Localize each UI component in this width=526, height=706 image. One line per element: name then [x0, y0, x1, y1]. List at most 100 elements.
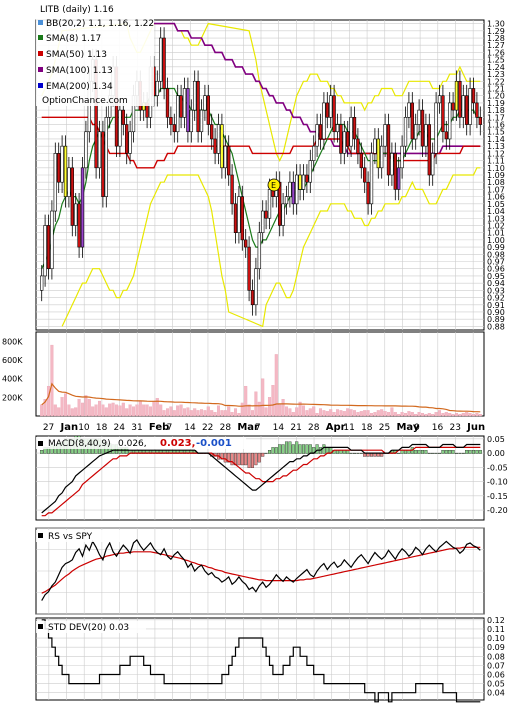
- volume-bar: [451, 413, 455, 417]
- volume-bar: [359, 411, 363, 417]
- y-tick-label: 1.12: [487, 149, 505, 158]
- volume-bar: [471, 413, 476, 417]
- volume-bar: [380, 409, 384, 417]
- volume-bar: [305, 410, 309, 417]
- candle: [400, 145, 404, 169]
- macd-histogram-bar: [298, 444, 302, 454]
- macd-swatch: [38, 441, 43, 446]
- volume-bar: [356, 412, 360, 417]
- volume-bar: [111, 402, 115, 417]
- volume-bar: [97, 400, 102, 417]
- volume-bar: [60, 397, 64, 417]
- macd-histogram-bar: [356, 452, 360, 454]
- watermark: OptionChance.com: [42, 96, 128, 106]
- macd-histogram-bar: [424, 450, 428, 454]
- x-tick-label: Jun: [466, 422, 485, 433]
- std-tick-label: 0.06: [487, 670, 505, 679]
- y-tick-label: 1.26: [487, 48, 505, 57]
- volume-bar: [162, 410, 166, 417]
- volume-bar: [176, 405, 180, 417]
- volume-bar: [284, 406, 289, 417]
- earnings-marker-icon: [267, 178, 281, 192]
- macd-histogram-bar: [441, 450, 445, 454]
- volume-bar: [465, 412, 469, 417]
- y-tick-label: 0.97: [487, 258, 505, 267]
- y-tick-label: 1.16: [487, 121, 505, 130]
- macd-histogram-bar: [431, 452, 435, 454]
- candle: [339, 124, 343, 154]
- std-label-box: [36, 621, 146, 633]
- y-tick-label: 1.25: [487, 56, 505, 65]
- volume-bar: [118, 405, 122, 417]
- candle: [186, 88, 190, 133]
- volume-bar: [444, 412, 448, 417]
- legend-ema200: EMA(200) 1.34: [46, 82, 113, 92]
- macd-histogram-bar: [461, 452, 465, 454]
- x-tick-label: 31: [131, 423, 142, 433]
- volume-average-line: [41, 382, 481, 413]
- macd-histogram-bar: [271, 447, 275, 454]
- candle: [383, 124, 387, 147]
- y-tick-label: 1.01: [487, 229, 505, 238]
- y-tick-label: 1.06: [487, 193, 505, 202]
- volume-bar: [74, 407, 78, 417]
- candle: [155, 80, 159, 96]
- candle: [63, 145, 68, 197]
- candle: [40, 275, 44, 291]
- y-tick-label: 1.23: [487, 70, 505, 79]
- volume-bar: [138, 400, 142, 417]
- candle: [414, 124, 418, 140]
- x-tick-label: 16: [432, 423, 444, 433]
- legend-sma8: SMA(8) 1.17: [46, 34, 101, 44]
- candle: [424, 124, 428, 147]
- candle: [247, 246, 251, 291]
- candle: [325, 102, 329, 118]
- candle: [80, 167, 85, 248]
- candle: [250, 290, 255, 306]
- legend-swatch-bb: [38, 20, 43, 25]
- std-tick-label: 0.12: [487, 616, 505, 625]
- volume-bar: [155, 398, 159, 417]
- volume-bar: [400, 412, 404, 417]
- macd-histogram-bar: [237, 452, 241, 466]
- x-tick-label: 28: [220, 423, 232, 433]
- volume-bar: [159, 404, 163, 417]
- volume-bar: [230, 412, 234, 417]
- volume-bar: [261, 378, 265, 417]
- y-tick-label: 1.24: [487, 63, 505, 72]
- volume-bar: [386, 412, 391, 417]
- macd-label-box: [36, 437, 246, 449]
- candle: [213, 138, 217, 154]
- macd-histogram-bar: [257, 452, 261, 463]
- volume-bar: [281, 399, 285, 417]
- volume-bar: [70, 408, 74, 417]
- volume-bar: [135, 404, 139, 417]
- legend-sma100: SMA(100) 1.13: [46, 66, 113, 76]
- candle: [101, 131, 105, 197]
- volume-bar: [373, 412, 377, 417]
- volume-bar: [203, 410, 207, 417]
- candle: [369, 153, 374, 205]
- candle: [318, 124, 323, 140]
- candle: [182, 88, 187, 118]
- volume-bar: [301, 405, 306, 417]
- candle: [386, 124, 391, 176]
- candle: [335, 124, 340, 133]
- candle: [403, 117, 408, 147]
- candle: [349, 117, 353, 147]
- volume-bar: [53, 404, 57, 417]
- volume-bar: [335, 409, 340, 417]
- volume-bar: [376, 410, 380, 417]
- macd-histogram-bar: [451, 450, 455, 454]
- volume-bar: [424, 413, 428, 417]
- candle: [227, 145, 231, 176]
- y-tick-label: 0.95: [487, 272, 505, 281]
- macd-histogram-bar: [267, 450, 272, 454]
- candle: [199, 109, 204, 133]
- volume-bar: [254, 391, 258, 417]
- volume-bar: [240, 402, 244, 417]
- candle: [366, 181, 370, 205]
- candle: [410, 102, 414, 140]
- y-tick-label: 1.11: [487, 157, 505, 166]
- macd-histogram-bar: [223, 452, 227, 463]
